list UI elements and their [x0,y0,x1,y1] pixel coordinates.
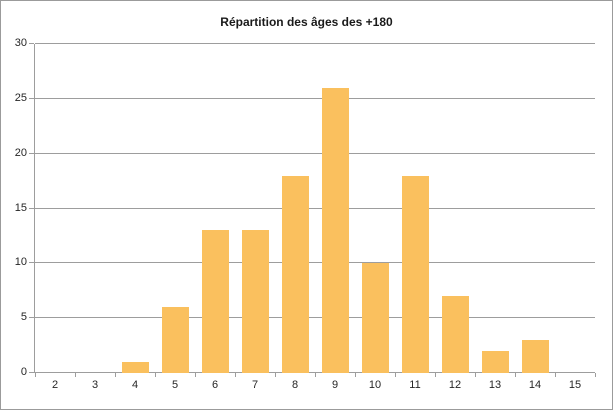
y-axis-tick [29,262,34,264]
x-axis-label: 3 [91,379,99,391]
x-axis-tick [475,373,476,377]
x-axis-label: 12 [448,379,462,391]
y-axis-tick [29,372,34,373]
x-axis-tick [595,373,596,377]
x-axis-label: 11 [409,379,421,391]
x-axis-tick [275,373,276,377]
plot-area: 0 5 10 15 20 25 30 2 3 4 5 6 7 8 9 10 11 12 13 14 15 [15,38,596,391]
bar [282,176,309,373]
y-gridline [35,262,595,264]
y-gridline [35,43,595,44]
y-axis-tick [29,317,34,319]
y-axis-label: 0 [20,366,27,378]
x-axis-tick [115,373,116,377]
x-axis-tick [195,373,196,377]
bar [122,362,149,373]
y-gridline [35,97,595,99]
y-axis-tick [29,97,34,99]
bar [162,307,189,373]
bar [202,230,229,373]
bar [482,351,509,373]
y-gridline [35,372,595,373]
chart-title: Répartition des âges des +180 [220,15,393,29]
bar [322,88,349,373]
y-axis-label: 15 [14,201,27,214]
x-axis-label: 8 [291,379,299,391]
x-axis-tick [515,373,516,377]
y-gridline [35,152,595,154]
x-axis-label: 2 [51,379,59,391]
y-axis-tick [29,152,34,154]
y-axis-label: 30 [14,37,27,49]
bar [402,176,429,373]
x-axis-label: 6 [211,379,219,391]
x-axis-tick [155,373,156,377]
y-axis-label: 25 [14,91,27,104]
y-axis-label: 10 [14,256,27,269]
x-axis-tick [35,373,36,377]
x-axis-tick [75,373,76,377]
x-axis-label: 4 [131,379,139,391]
x-axis-tick [315,373,316,377]
x-axis-label: 15 [568,379,582,391]
y-axis-tick [29,207,34,209]
x-axis-label: 5 [171,379,179,391]
bar [362,263,389,373]
y-axis-label: 20 [14,146,27,159]
y-gridline [35,207,595,209]
x-axis-tick [235,373,236,377]
x-axis-tick [555,373,556,377]
x-axis-label: 9 [331,379,339,391]
x-axis-label: 10 [368,379,382,391]
bar [442,296,469,373]
y-gridline [35,317,595,319]
x-axis-label: 7 [251,379,259,391]
x-axis-tick [435,373,436,377]
y-axis-tick [29,43,34,44]
x-axis-tick [355,373,356,377]
x-axis-tick [395,373,396,377]
y-axis-label: 5 [20,311,27,324]
bar [242,230,269,373]
x-axis-label: 13 [488,379,502,391]
x-axis-label: 14 [528,379,542,391]
bar [522,340,549,373]
